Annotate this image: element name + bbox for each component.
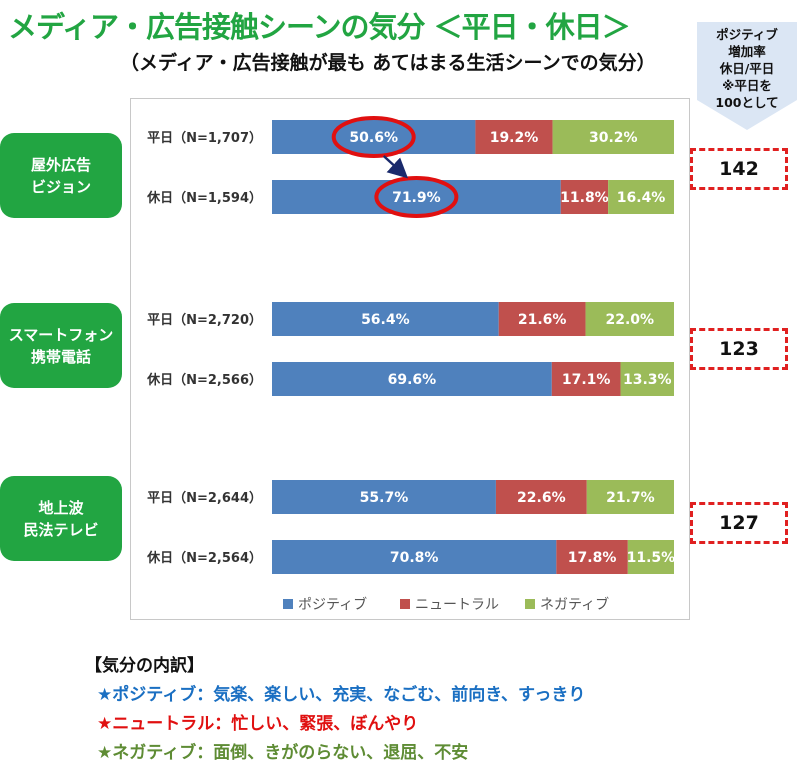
data-label: 22.0% (605, 312, 654, 328)
callout-line: 休日/平日 (719, 61, 775, 76)
bar-segment (585, 302, 674, 336)
highlight-arrow (382, 155, 409, 179)
row-label: 平日（N=1,707） (147, 130, 262, 146)
bar-segment (272, 180, 561, 214)
legend-label: ネガティブ (540, 596, 609, 613)
data-label: 11.8% (560, 190, 609, 206)
category-label-line: ビジョン (30, 177, 91, 196)
row-label: 休日（N=2,564） (146, 550, 262, 566)
page-title: メディア・広告接触シーンの気分 ＜平日・休日＞ (8, 10, 631, 44)
callout-text: ポジティブ増加率休日/平日 ※平日を 100として (697, 26, 797, 111)
category-label-line: スマートフォン (8, 325, 114, 344)
category-label-line: 地上波 (38, 498, 84, 517)
data-label: 30.2% (589, 130, 638, 146)
bar-segment (272, 480, 496, 514)
highlight-ellipse (331, 116, 416, 158)
category-label: 屋外広告 ビジョン (0, 133, 122, 218)
callout-line: 100として (715, 95, 779, 110)
legend-swatch (400, 599, 410, 609)
increase-index-box: 127 (690, 502, 788, 544)
increase-index-box: 142 (690, 148, 788, 190)
bar-segment (272, 540, 557, 574)
bar-segment (495, 480, 587, 514)
data-label: 19.2% (490, 130, 539, 146)
bar-segment (620, 362, 674, 396)
row-label: 平日（N=2,720） (147, 312, 262, 328)
bar-segment (608, 180, 674, 214)
increase-index-box: 123 (690, 328, 788, 370)
data-label: 69.6% (388, 372, 437, 388)
data-label: 17.1% (562, 372, 611, 388)
data-label: 55.7% (360, 490, 409, 506)
data-label: 22.6% (517, 490, 566, 506)
highlight-ellipse (374, 176, 459, 218)
row-label: 休日（N=2,566） (146, 372, 262, 388)
callout-line: 増加率 (728, 44, 766, 59)
data-label: 50.6% (349, 130, 398, 146)
data-label: 21.6% (518, 312, 567, 328)
legend-label: ニュートラル (415, 597, 499, 613)
bar-segment (475, 120, 553, 154)
breakdown-item: ★ニュートラル：忙しい、緊張、ぼんやり (97, 714, 419, 734)
breakdown-heading: 【気分の内訳】 (85, 656, 204, 676)
legend-label: ポジティブ (298, 596, 367, 613)
bar-segment (272, 302, 499, 336)
row-label: 平日（N=2,644） (147, 490, 262, 506)
breakdown-items: ★ポジティブ：気楽、楽しい、充実、なごむ、前向き、すっきり ★ニュートラル：忙しい… (85, 681, 586, 763)
data-label: 21.7% (606, 490, 655, 506)
page-subtitle: （メディア・広告接触が最も あてはまる生活シーンでの気分） (120, 52, 656, 74)
data-label: 17.8% (568, 550, 617, 566)
category-label: 地上波 民法テレビ (0, 476, 122, 561)
callout-line: ポジティブ (716, 27, 778, 42)
category-label: スマートフォン 携帯電話 (0, 303, 122, 388)
data-label: 70.8% (390, 550, 439, 566)
bar-segment (551, 362, 621, 396)
bar-segment (272, 120, 476, 154)
mood-breakdown: 【気分の内訳】 ★ポジティブ：気楽、楽しい、充実、なごむ、前向き、すっきり ★ニュ… (85, 652, 586, 763)
bar-segment (272, 362, 552, 396)
increase-rate-callout: ポジティブ増加率休日/平日 ※平日を 100として (697, 22, 797, 132)
legend-swatch (525, 599, 535, 609)
bar-segment (586, 480, 674, 514)
legend-swatch (283, 599, 293, 609)
bar-segment (627, 540, 674, 574)
row-label: 休日（N=1,594） (146, 190, 262, 206)
category-label-line: 屋外広告 (30, 155, 91, 174)
data-label: 56.4% (361, 312, 410, 328)
callout-arrow-shape (697, 22, 797, 130)
bar-segment (498, 302, 586, 336)
bar-segment (552, 120, 674, 154)
bar-segment (560, 180, 609, 214)
category-label-line: 携帯電話 (30, 347, 91, 366)
bar-segment (556, 540, 628, 574)
breakdown-item: ★ネガティブ：面倒、きがのらない、退屈、不安 (97, 743, 469, 763)
callout-line: ※平日を (722, 78, 772, 93)
data-label: 71.9% (392, 190, 441, 206)
data-label: 11.5% (627, 550, 676, 566)
breakdown-item: ★ポジティブ：気楽、楽しい、充実、なごむ、前向き、すっきり (97, 685, 586, 705)
category-label-line: 民法テレビ (23, 520, 99, 539)
data-label: 16.4% (617, 190, 666, 206)
data-label: 13.3% (623, 372, 672, 388)
